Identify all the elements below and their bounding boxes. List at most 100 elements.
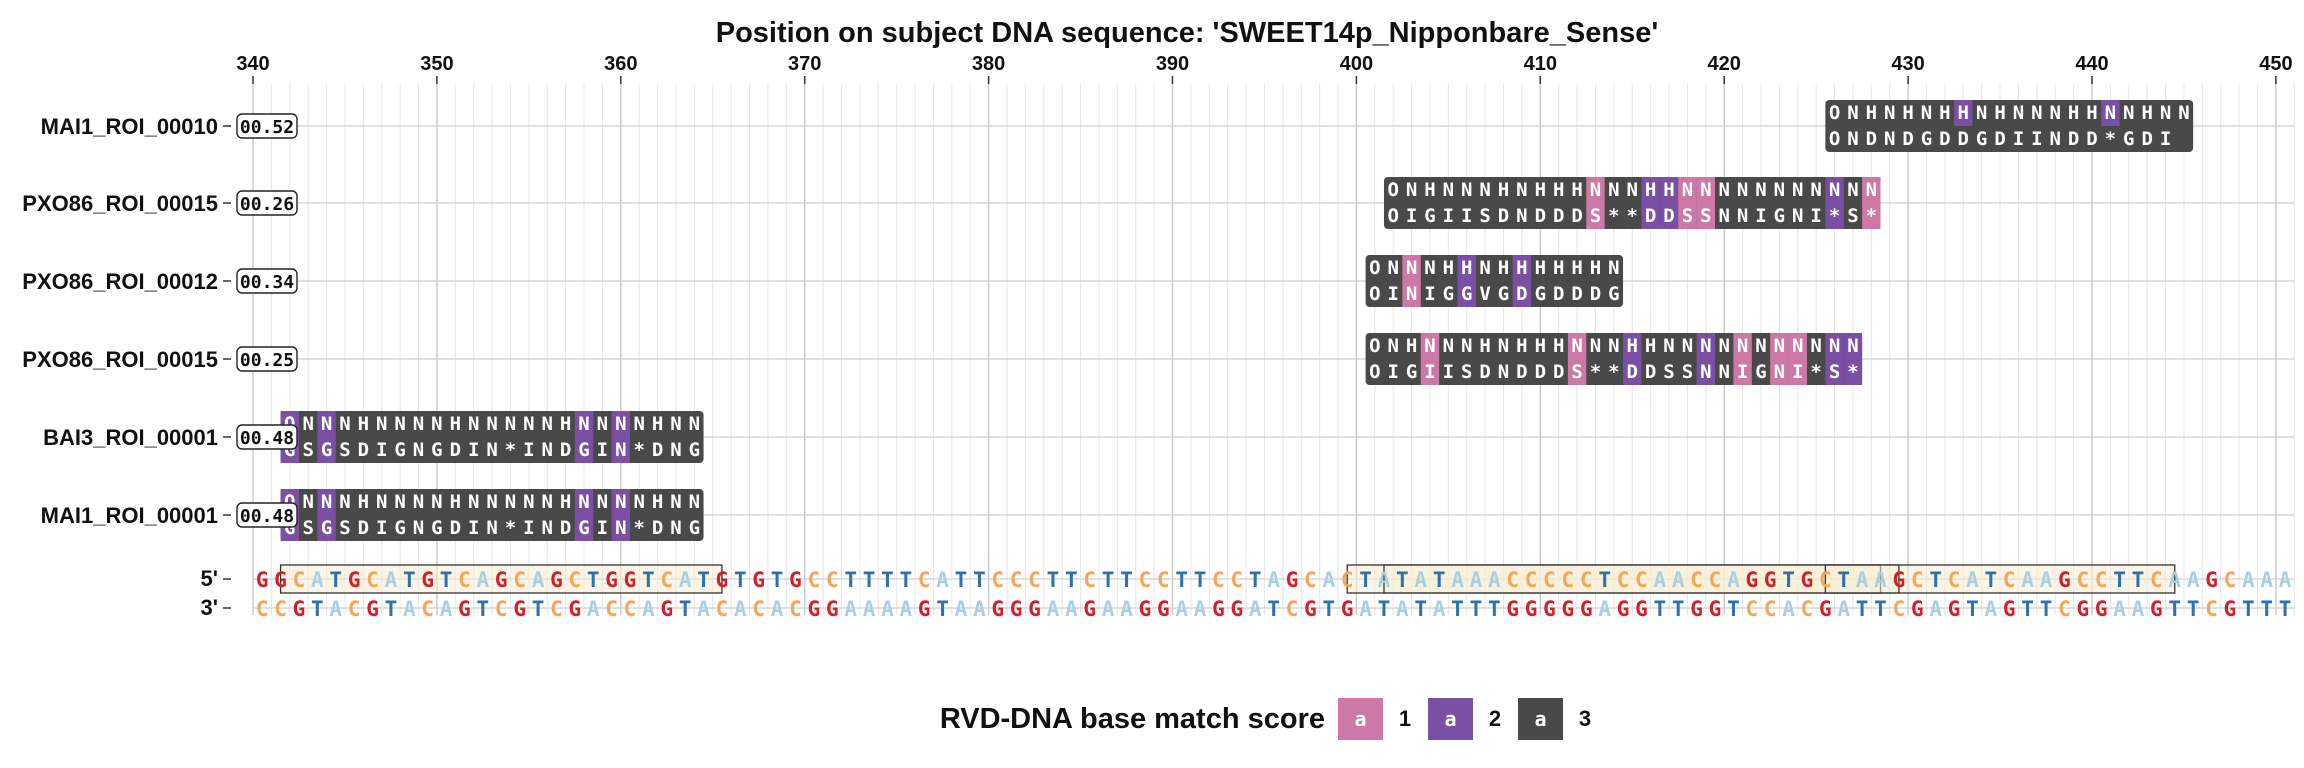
rvd-bottom-char: G bbox=[689, 439, 700, 461]
match-cell bbox=[611, 411, 630, 463]
dna-base: T bbox=[1451, 597, 1464, 621]
legend-swatch-glyph: a bbox=[1354, 707, 1366, 731]
rvd-bottom-char: S bbox=[339, 439, 350, 461]
dna-base: T bbox=[1249, 568, 1262, 592]
dna-base: C bbox=[2095, 568, 2108, 592]
dna-base: A bbox=[734, 597, 747, 621]
dna-base: C bbox=[991, 568, 1004, 592]
rvd-top-char: N bbox=[1737, 335, 1748, 357]
track-label: BAI3_ROI_00001 bbox=[43, 425, 218, 450]
rvd-bottom-char: N bbox=[542, 517, 553, 539]
dna-base: T bbox=[1065, 568, 1078, 592]
dna-base: A bbox=[477, 568, 490, 592]
match-cell bbox=[1788, 333, 1807, 385]
match-cell bbox=[574, 411, 594, 463]
dna-base: A bbox=[1966, 568, 1979, 592]
dna-base: G bbox=[1341, 597, 1354, 621]
legend-swatch bbox=[1428, 698, 1473, 740]
rvd-bottom-char: G bbox=[431, 517, 442, 539]
rvd-top-char: N bbox=[578, 491, 589, 513]
dna-base: C bbox=[1231, 568, 1244, 592]
rvd-top-char: N bbox=[1847, 335, 1858, 357]
dna-base: G bbox=[1028, 597, 1041, 621]
rvd-top-char: N bbox=[321, 491, 332, 513]
rvd-top-char: N bbox=[394, 413, 405, 435]
rvd-top-char: N bbox=[615, 491, 626, 513]
rvd-top-char: H bbox=[1406, 335, 1417, 357]
rvd-top-char: N bbox=[468, 413, 479, 435]
dna-base: T bbox=[1120, 568, 1133, 592]
rvd-top-char: N bbox=[339, 491, 350, 513]
rvd-bottom-char: S bbox=[1682, 361, 1693, 383]
rvd-bottom-char: N bbox=[486, 439, 497, 461]
dna-base: G bbox=[1506, 597, 1519, 621]
dna-base: G bbox=[918, 597, 931, 621]
dna-base: C bbox=[568, 568, 581, 592]
rvd-top-char: N bbox=[376, 413, 387, 435]
dna-base: C bbox=[826, 568, 839, 592]
x-tick-label: 430 bbox=[1891, 53, 1924, 75]
dna-base: C bbox=[2058, 597, 2071, 621]
rvd-bottom-char: I bbox=[1443, 205, 1454, 227]
rvd-block bbox=[280, 411, 704, 463]
rvd-top-char: N bbox=[413, 413, 424, 435]
dna-base: T bbox=[1929, 568, 1942, 592]
rvd-top-char: N bbox=[2123, 102, 2134, 124]
match-cell bbox=[1457, 255, 1476, 307]
dna-base: A bbox=[2168, 568, 2181, 592]
dna-base: T bbox=[440, 568, 453, 592]
rvd-bottom-char: D bbox=[1902, 128, 1913, 150]
rvd-bottom-char: G bbox=[1424, 205, 1435, 227]
dna-base: A bbox=[1175, 597, 1188, 621]
rvd-bottom-char: D bbox=[358, 517, 369, 539]
rvd-bottom-char: N bbox=[1884, 128, 1895, 150]
match-cell bbox=[317, 489, 336, 541]
rvd-bottom-char: D bbox=[1866, 128, 1877, 150]
match-cell bbox=[317, 411, 336, 463]
dna-base: C bbox=[421, 597, 434, 621]
rvd-top-char: N bbox=[1847, 102, 1858, 124]
dna-base: A bbox=[587, 597, 600, 621]
rvd-block bbox=[1383, 177, 1881, 229]
dna-base: G bbox=[1745, 568, 1758, 592]
score-value: 00.48 bbox=[240, 428, 294, 449]
match-cell bbox=[1843, 333, 1863, 385]
dna-base: G bbox=[1286, 568, 1299, 592]
dna-base: C bbox=[274, 597, 287, 621]
rvd-bottom-char: I bbox=[1443, 361, 1454, 383]
dna-base: G bbox=[550, 568, 563, 592]
rvd-top-char: N bbox=[2049, 102, 2060, 124]
dna-base: C bbox=[1690, 568, 1703, 592]
dna-base: A bbox=[329, 597, 342, 621]
score-badge bbox=[236, 113, 298, 139]
rvd-bottom-char: I bbox=[1424, 361, 1435, 383]
rvd-bottom-char: G bbox=[1921, 128, 1932, 150]
dna-base: A bbox=[2242, 568, 2255, 592]
rvd-top-char: N bbox=[1608, 257, 1619, 279]
rvd-top-char: N bbox=[1590, 179, 1601, 201]
dna-base: G bbox=[1010, 597, 1023, 621]
dna-base: C bbox=[256, 597, 269, 621]
dna-base: C bbox=[458, 568, 471, 592]
rvd-top-char: N bbox=[302, 413, 313, 435]
rvd-top-char: N bbox=[523, 491, 534, 513]
rvd-bottom-char: N bbox=[1718, 361, 1729, 383]
dna-base: G bbox=[2058, 568, 2071, 592]
rvd-top-char: N bbox=[1498, 335, 1509, 357]
rvd-top-char: N bbox=[1884, 102, 1895, 124]
rvd-top-char: N bbox=[597, 413, 608, 435]
dna-base: G bbox=[660, 597, 673, 621]
dna-base: T bbox=[1598, 568, 1611, 592]
rvd-bottom-char: G bbox=[284, 517, 295, 539]
rvd-bottom-char: I bbox=[468, 517, 479, 539]
dna-base: T bbox=[329, 568, 342, 592]
dna-base: G bbox=[789, 568, 802, 592]
rvd-bottom-char: G bbox=[394, 517, 405, 539]
rvd-bottom-char: S bbox=[302, 517, 313, 539]
dna-base: G bbox=[1690, 597, 1703, 621]
dna-base: T bbox=[936, 597, 949, 621]
rvd-top-char: N bbox=[2160, 102, 2171, 124]
dna-base: C bbox=[1562, 568, 1575, 592]
x-tick-label: 350 bbox=[420, 53, 453, 75]
rvd-top-char: N bbox=[431, 413, 442, 435]
